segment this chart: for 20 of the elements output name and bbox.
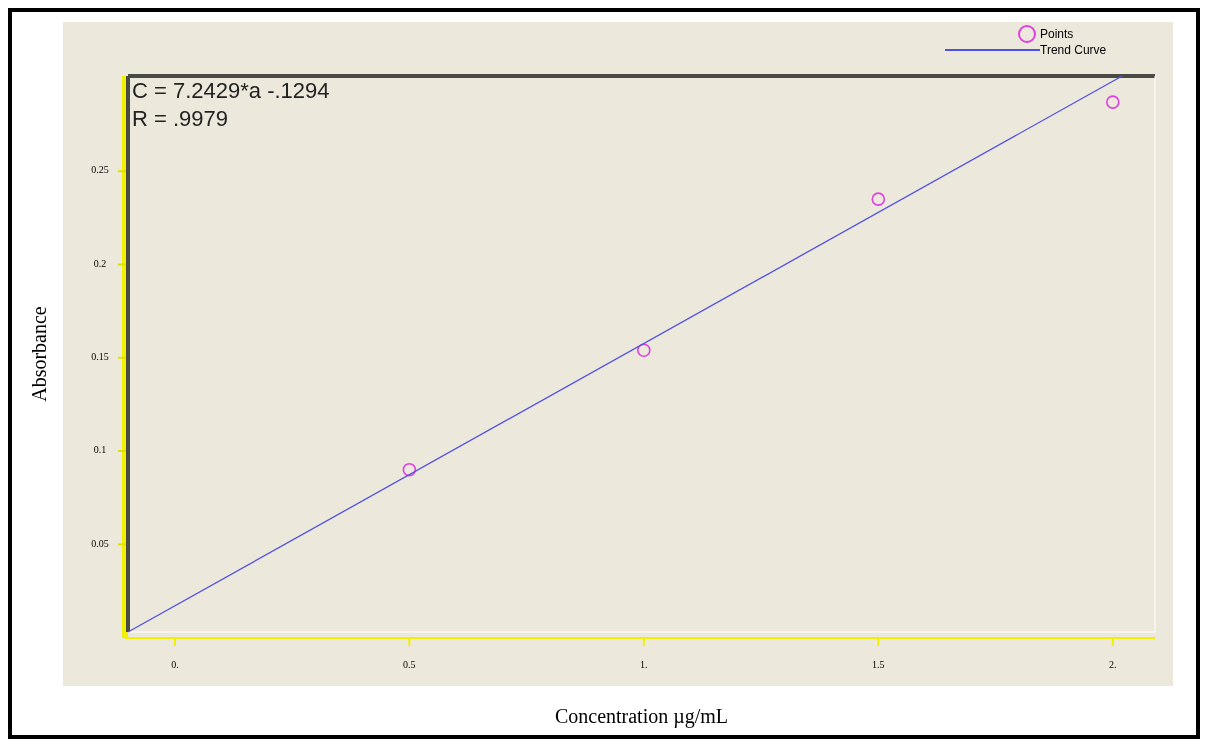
point (637, 343, 651, 358)
legend-label: Points (1040, 27, 1074, 41)
point (402, 462, 417, 477)
text: Trend Curve (1040, 43, 1107, 57)
x-tick-label: 1. (640, 659, 648, 670)
x-tick-label: 0.5 (403, 659, 416, 670)
x-axis-title: Concentration µg/mL (554, 705, 729, 728)
y-tick-label: 0.05 (91, 537, 109, 549)
y-tick-label: 0.2 (93, 257, 107, 269)
x-tick-label: 0. (171, 659, 179, 670)
annotation: R = .9979 (132, 106, 229, 131)
y-tick-label: 0.15 (91, 351, 109, 363)
point (1105, 95, 1120, 109)
y-axis-title: Absorbance (28, 306, 50, 402)
y-tick-label: 0.25 (91, 164, 109, 176)
annotation: C = 7.2429*a -.1294 (132, 78, 330, 103)
point (871, 192, 886, 206)
x-tick-label: 1.5 (872, 659, 885, 670)
y-tick-label: 0.1 (93, 444, 107, 456)
x-tick-label: 2. (1109, 659, 1117, 670)
